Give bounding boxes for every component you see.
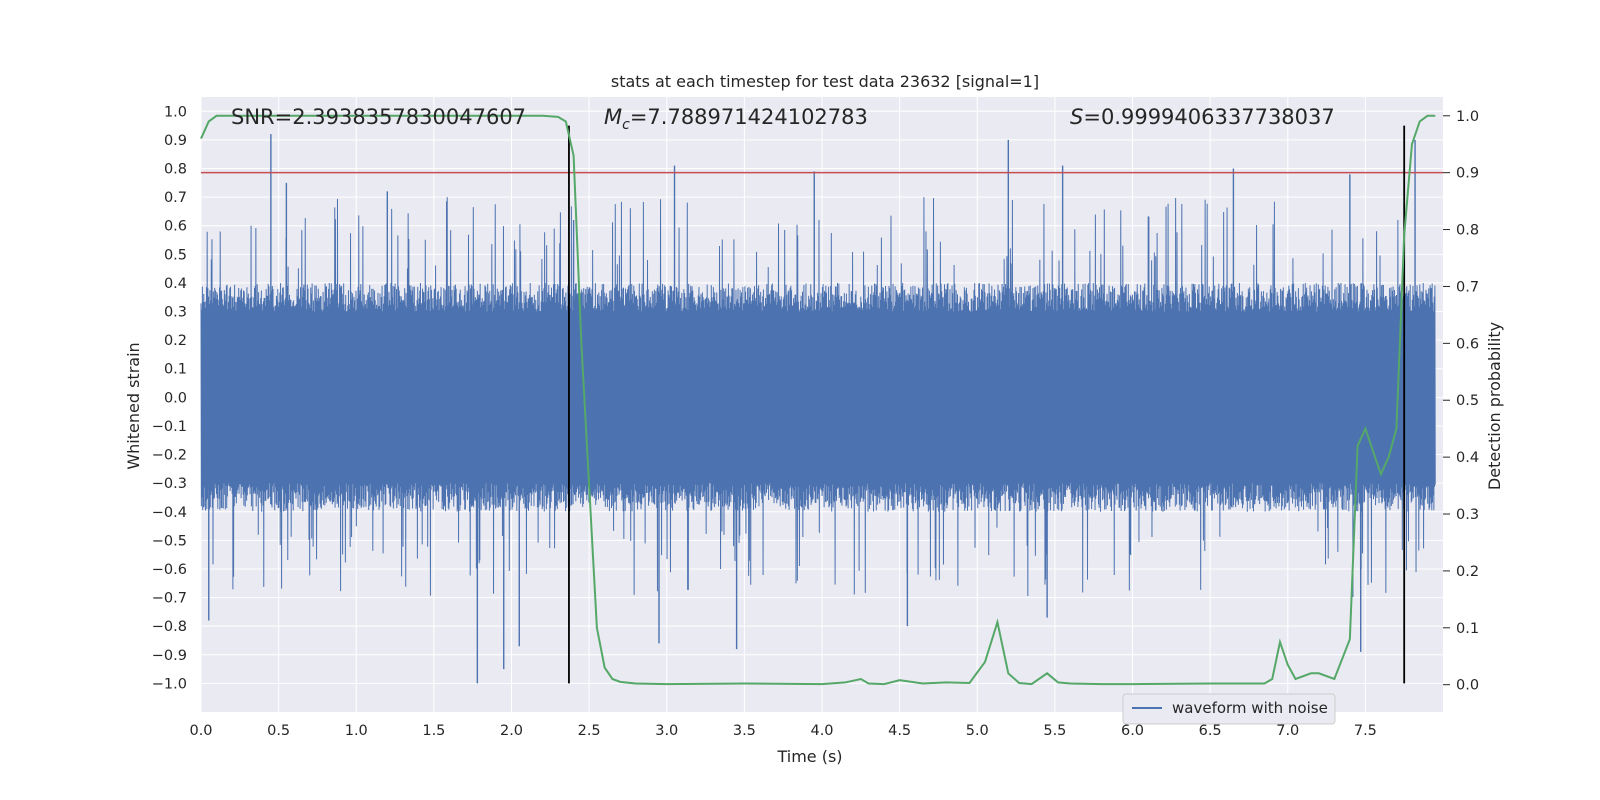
y-axis-label: Whitened strain xyxy=(124,342,143,469)
x-tick-label: 6.5 xyxy=(1199,723,1222,739)
y2-tick-label: 0.9 xyxy=(1456,166,1479,182)
legend: waveform with noise xyxy=(1122,693,1336,725)
probability-line xyxy=(200,114,1436,686)
x-tick-label: 5.0 xyxy=(966,723,989,739)
waveform-series xyxy=(200,134,1436,684)
x-tick-label: 2.0 xyxy=(500,723,523,739)
x-tick-label: 7.0 xyxy=(1276,723,1299,739)
x-tick-label: 4.5 xyxy=(888,723,911,739)
x-axis-label: Time (s) xyxy=(776,747,842,766)
y-tick-label: 0.5 xyxy=(164,247,187,263)
y-tick-label: −0.8 xyxy=(152,619,187,635)
y2-tick-label: 0.4 xyxy=(1456,450,1479,466)
chirp-mass-annotation: Mc=7.788971424102783 xyxy=(604,105,868,133)
y2-tick-label: 0.1 xyxy=(1456,621,1479,637)
y-tick-label: 0.8 xyxy=(164,162,187,178)
y2-tick-label: 0.6 xyxy=(1456,336,1479,352)
y-tick-label: −1.0 xyxy=(152,676,187,692)
chirp-mass-value: =7.788971424102783 xyxy=(630,105,868,129)
y-tick-label: −0.3 xyxy=(152,476,187,492)
y2-axis-ticks: 1.0 0.9 0.8 0.7 0.6 0.5 0.4 0.3 0.2 0.1 0.0 xyxy=(1443,109,1479,694)
y2-tick-label: 0.8 xyxy=(1456,223,1479,239)
y-tick-label: −0.5 xyxy=(152,533,187,549)
legend-label: waveform with noise xyxy=(1172,699,1328,717)
x-tick-label: 5.5 xyxy=(1043,723,1066,739)
y-tick-label: 0.2 xyxy=(164,333,187,349)
x-tick-label: 3.0 xyxy=(655,723,678,739)
y2-tick-label: 0.2 xyxy=(1456,564,1479,580)
x-tick-label: 0.5 xyxy=(267,723,290,739)
x-tick-label: 6.0 xyxy=(1121,723,1144,739)
y-tick-label: 0.7 xyxy=(164,190,187,206)
y-tick-label: 0.4 xyxy=(164,276,187,292)
x-tick-label: 1.5 xyxy=(422,723,445,739)
chirp-mass-subscript: c xyxy=(622,117,630,133)
snr-annotation: SNR=2.3938357830047607 xyxy=(231,105,526,129)
y-tick-label: 0.1 xyxy=(164,362,187,378)
y-tick-label: −0.4 xyxy=(152,505,187,521)
y2-tick-label: 1.0 xyxy=(1456,109,1479,125)
y-tick-label: 0.9 xyxy=(164,133,187,149)
y2-tick-label: 0.3 xyxy=(1456,507,1479,523)
y-tick-label: −0.7 xyxy=(152,591,187,607)
y-tick-label: −0.1 xyxy=(152,419,187,435)
y2-tick-label: 0.0 xyxy=(1456,678,1479,694)
chart-title: stats at each timestep for test data 236… xyxy=(611,72,1039,91)
x-tick-label: 1.0 xyxy=(345,723,368,739)
y-tick-label: 0.0 xyxy=(164,390,187,406)
score-annotation: S=0.9999406337738037 xyxy=(1070,105,1335,129)
waveform-line xyxy=(200,197,1436,598)
y-tick-label: −0.2 xyxy=(152,448,187,464)
y-tick-label: 0.3 xyxy=(164,305,187,321)
y-tick-label: 0.6 xyxy=(164,219,187,235)
detection-probability-series xyxy=(200,114,1436,686)
score-symbol: S xyxy=(1070,105,1083,129)
x-tick-label: 7.5 xyxy=(1354,723,1377,739)
x-tick-label: 4.0 xyxy=(810,723,833,739)
legend-box xyxy=(1122,693,1336,725)
y-tick-label: 1.0 xyxy=(164,104,187,120)
x-tick-label: 2.5 xyxy=(578,723,601,739)
y-axis-ticks: 1.0 0.9 0.8 0.7 0.6 0.5 0.4 0.3 0.2 0.1 0.0 −0.1 −0.… xyxy=(152,104,187,692)
x-axis-ticks: 0.0 0.5 1.0 1.5 2.0 2.5 3.0 3.5 4.0 4.5 5.0 5.5 6.0 6… xyxy=(189,723,1376,739)
x-tick-label: 3.5 xyxy=(733,723,756,739)
y-tick-label: −0.9 xyxy=(152,648,187,664)
score-value: =0.9999406337738037 xyxy=(1083,105,1334,129)
chirp-mass-symbol: M xyxy=(604,105,622,129)
y2-tick-label: 0.5 xyxy=(1456,393,1479,409)
event-markers xyxy=(568,125,1406,684)
x-tick-label: 0.0 xyxy=(189,723,212,739)
y2-axis-label: Detection probability xyxy=(1485,322,1504,490)
y2-tick-label: 0.7 xyxy=(1456,279,1479,295)
y-tick-label: −0.6 xyxy=(152,562,187,578)
